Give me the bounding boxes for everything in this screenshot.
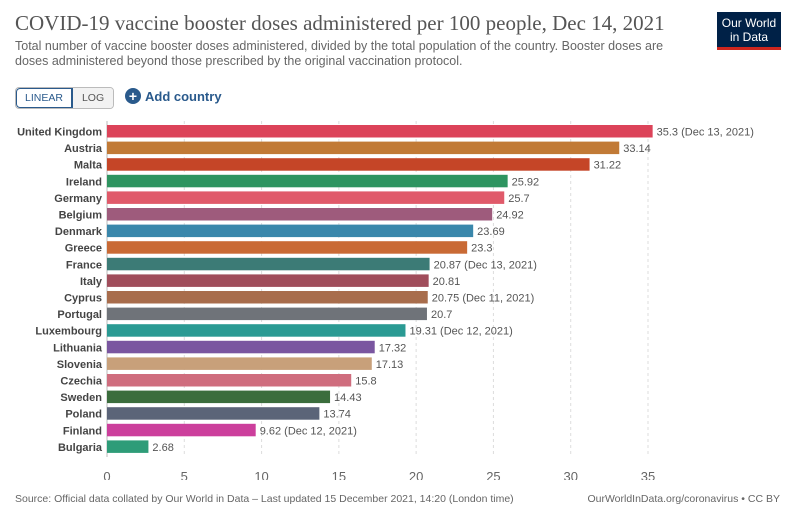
add-country-button[interactable]: + Add country: [125, 88, 222, 104]
category-label: Poland: [65, 409, 102, 421]
credit-note[interactable]: OurWorldInData.org/coronavirus • CC BY: [587, 493, 780, 505]
value-label: 23.3: [471, 243, 492, 255]
value-label: 20.7: [431, 309, 452, 321]
logo-line-2: in Data: [729, 30, 769, 44]
bar: [107, 374, 352, 387]
category-label: Lithuania: [53, 342, 103, 354]
add-country-label: Add country: [145, 88, 222, 104]
bar: [107, 274, 429, 287]
x-tick-label: 30: [563, 469, 577, 480]
bar: [107, 440, 149, 453]
value-label: 9.62 (Dec 12, 2021): [260, 425, 357, 437]
category-label: France: [66, 259, 102, 271]
bar: [107, 174, 508, 188]
value-label: 33.14: [623, 143, 651, 155]
category-label: Cyprus: [64, 293, 102, 305]
linear-scale-button[interactable]: LINEAR: [16, 88, 73, 108]
bar-chart: 0 5 10 15 20 25 30 35 United Kingdom 35.3 (Dec 13…: [17, 121, 754, 480]
category-label: Portugal: [57, 309, 102, 321]
x-tick-label: 25: [486, 469, 500, 480]
value-label: 25.7: [508, 193, 529, 205]
bar: [107, 224, 474, 238]
logo-line-1: Our World: [721, 16, 777, 30]
log-scale-button[interactable]: LOG: [72, 88, 114, 108]
bar: [107, 291, 428, 304]
bar: [107, 390, 331, 404]
category-label: United Kingdom: [17, 127, 102, 139]
value-label: 13.74: [323, 409, 351, 421]
bar: [107, 357, 372, 370]
value-label: 35.3 (Dec 13, 2021): [657, 127, 754, 139]
category-label: Germany: [54, 193, 103, 205]
category-label: Luxembourg: [35, 326, 102, 338]
chart-title: COVID-19 vaccine booster doses administe…: [15, 11, 665, 35]
value-label: 14.43: [334, 392, 362, 404]
value-label: 23.69: [477, 226, 505, 238]
bar: [107, 241, 468, 254]
bar: [107, 307, 427, 321]
category-label: Belgium: [59, 210, 103, 222]
x-tick-label: 35: [641, 469, 655, 480]
value-label: 17.13: [376, 359, 404, 371]
value-label: 25.92: [512, 176, 540, 188]
x-tick-label: 15: [332, 469, 346, 480]
category-label: Malta: [74, 160, 103, 172]
owid-logo[interactable]: Our World in Data: [717, 12, 781, 50]
value-label: 15.8: [355, 376, 376, 388]
bar: [107, 208, 493, 221]
scale-toggle: LINEAR LOG: [15, 87, 115, 109]
category-label: Italy: [80, 276, 103, 288]
x-tick-label: 5: [181, 469, 188, 480]
x-tick-label: 20: [409, 469, 423, 480]
category-label: Ireland: [66, 176, 102, 188]
plus-icon: +: [125, 88, 141, 104]
bar: [107, 257, 430, 271]
category-label: Austria: [64, 143, 103, 155]
bar: [107, 141, 620, 155]
category-label: Denmark: [55, 226, 103, 238]
value-label: 19.31 (Dec 12, 2021): [409, 326, 512, 338]
bar: [107, 340, 375, 354]
value-label: 24.92: [496, 210, 524, 222]
category-label: Bulgaria: [58, 442, 103, 454]
bar: [107, 158, 590, 171]
source-note[interactable]: Source: Official data collated by Our Wo…: [15, 493, 514, 505]
value-label: 20.75 (Dec 11, 2021): [432, 293, 535, 305]
bar: [107, 125, 653, 138]
value-label: 17.32: [379, 342, 407, 354]
category-label: Sweden: [60, 392, 102, 404]
category-label: Czechia: [60, 376, 102, 388]
value-label: 2.68: [152, 442, 173, 454]
x-tick-label: 0: [103, 469, 110, 480]
value-label: 31.22: [594, 160, 622, 172]
category-label: Finland: [63, 425, 102, 437]
category-label: Slovenia: [57, 359, 103, 371]
bar: [107, 423, 256, 437]
value-label: 20.87 (Dec 13, 2021): [434, 259, 537, 271]
bar: [107, 324, 406, 337]
category-label: Greece: [65, 243, 102, 255]
bar: [107, 407, 320, 420]
value-label: 20.81: [433, 276, 461, 288]
chart-subtitle: Total number of vaccine booster doses ad…: [15, 39, 664, 68]
bar: [107, 191, 505, 204]
x-tick-label: 10: [254, 469, 268, 480]
